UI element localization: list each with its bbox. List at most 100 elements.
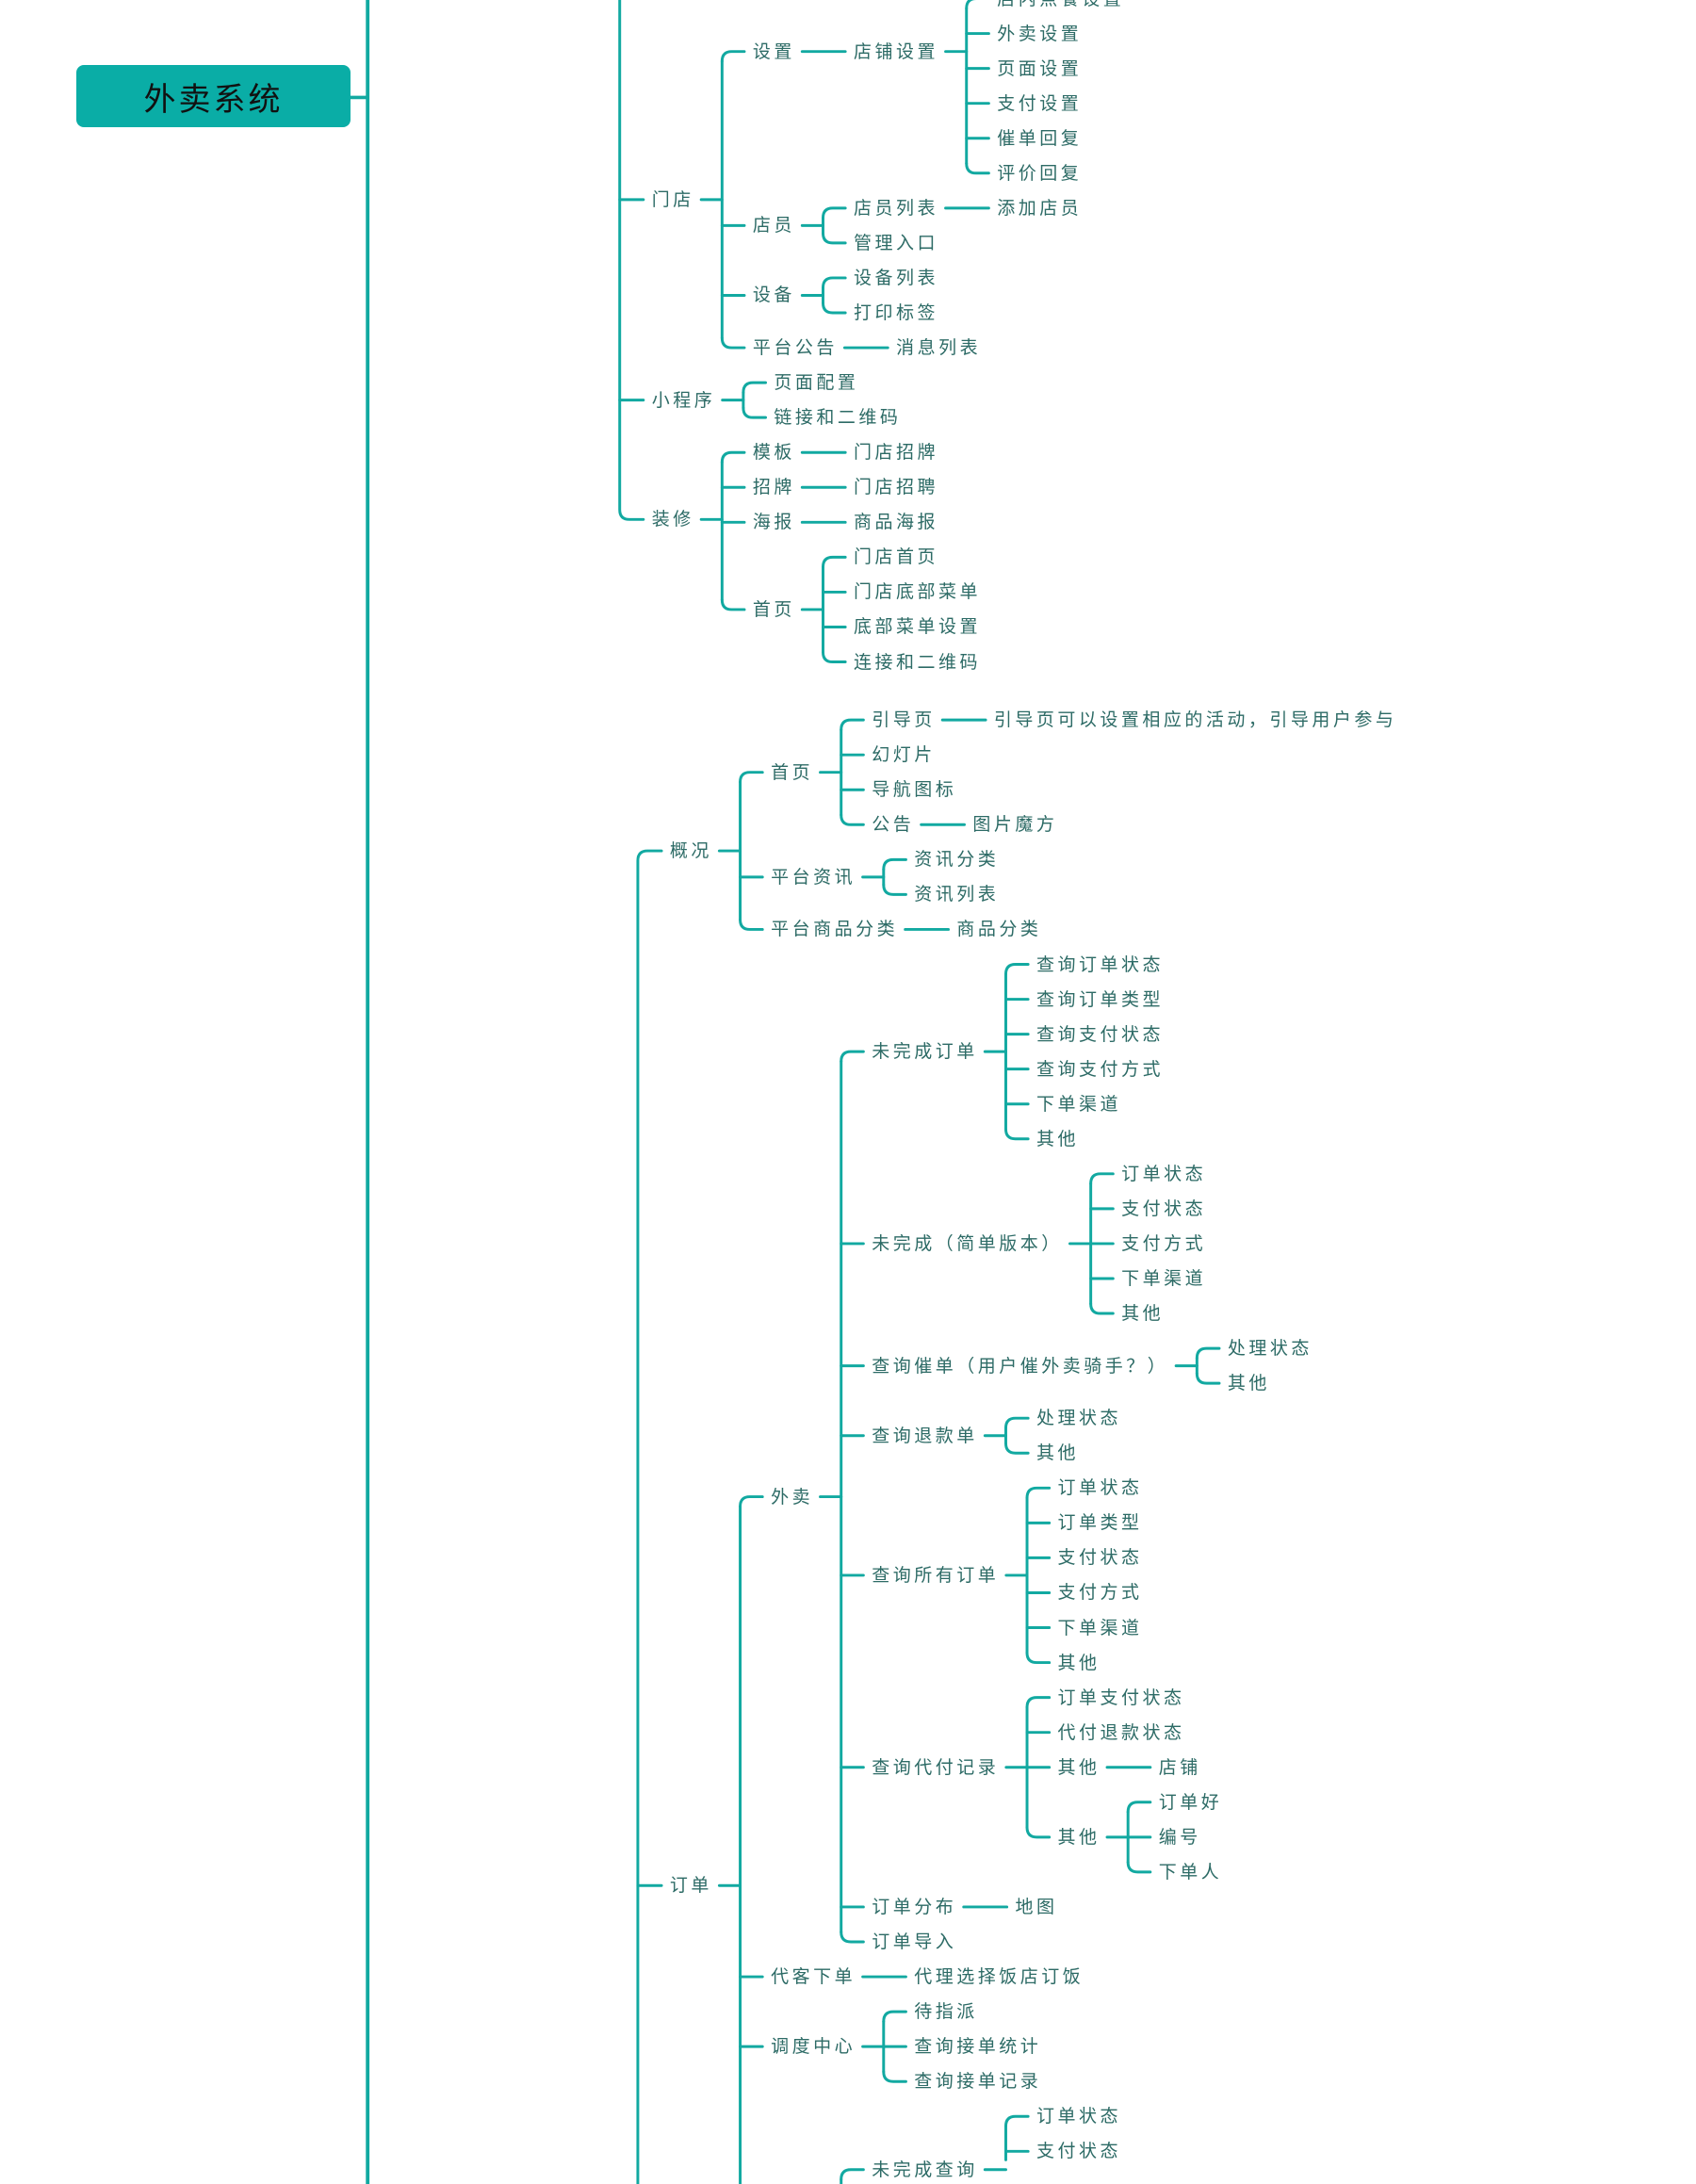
topic-node[interactable]: 门店 [651, 188, 694, 210]
leaf-node[interactable]: 页面配置 [774, 372, 859, 394]
leaf-node[interactable]: 代理选择饭店订饭 [914, 1966, 1084, 1988]
leaf-node[interactable]: 查询订单类型 [1036, 988, 1165, 1010]
leaf-node[interactable]: 商品海报 [854, 512, 939, 533]
leaf-node[interactable]: 查询接单统计 [914, 2036, 1042, 2058]
leaf-node[interactable]: 支付方式 [1121, 1232, 1207, 1254]
leaf-node[interactable]: 订单状态 [1121, 1163, 1207, 1184]
topic-node[interactable]: 查询退款单 [872, 1425, 978, 1446]
root-node[interactable]: 外卖系统 [76, 65, 351, 127]
leaf-node[interactable]: 其他 [1057, 1652, 1101, 1673]
topic-node[interactable]: 店员 [752, 215, 795, 236]
leaf-node[interactable]: 下单渠道 [1121, 1267, 1207, 1289]
leaf-node[interactable]: 查询接单记录 [914, 2071, 1042, 2093]
topic-node[interactable]: 订单 [669, 1875, 712, 1897]
leaf-node[interactable]: 支付状态 [1036, 2141, 1122, 2162]
topic-node[interactable]: 公告 [872, 814, 915, 836]
leaf-node[interactable]: 商品分类 [956, 919, 1042, 940]
leaf-node[interactable]: 资讯分类 [914, 849, 1000, 871]
connector-line [1025, 1826, 1052, 1839]
topic-node[interactable]: 平台商品分类 [771, 919, 899, 940]
leaf-node[interactable]: 门店招牌 [854, 442, 939, 464]
leaf-node[interactable]: 支付状态 [1121, 1198, 1207, 1219]
leaf-node[interactable]: 连接和二维码 [854, 651, 982, 673]
leaf-node[interactable]: 查询订单状态 [1036, 953, 1165, 975]
topic-node[interactable]: 首页 [752, 598, 795, 620]
leaf-node[interactable]: 下单渠道 [1057, 1617, 1143, 1638]
topic-node[interactable]: 未完成订单 [872, 1041, 978, 1063]
topic-node[interactable]: 代客下单 [771, 1966, 856, 1988]
leaf-node[interactable]: 评价回复 [997, 162, 1083, 184]
leaf-node[interactable]: 其他 [1036, 1128, 1080, 1149]
leaf-node[interactable]: 门店招聘 [854, 477, 939, 498]
leaf-node[interactable]: 待指派 [914, 2001, 978, 2023]
leaf-node[interactable]: 下单渠道 [1036, 1093, 1122, 1115]
topic-node[interactable]: 未完成查询 [872, 2159, 978, 2180]
leaf-node[interactable]: 其他 [1036, 1442, 1080, 1464]
leaf-node[interactable]: 设备列表 [854, 267, 939, 288]
leaf-node[interactable]: 门店底部菜单 [854, 581, 982, 603]
topic-node[interactable]: 查询所有订单 [872, 1564, 1000, 1586]
leaf-node[interactable]: 消息列表 [896, 337, 982, 359]
leaf-node[interactable]: 打印标签 [854, 302, 939, 323]
topic-node[interactable]: 平台资讯 [771, 866, 856, 888]
leaf-node[interactable]: 管理入口 [854, 232, 939, 253]
topic-node[interactable]: 其他 [1057, 1826, 1101, 1848]
leaf-node[interactable]: 订单状态 [1057, 1477, 1143, 1499]
leaf-node[interactable]: 订单好 [1158, 1791, 1223, 1813]
leaf-node[interactable]: 订单支付状态 [1057, 1687, 1185, 1708]
leaf-node[interactable]: 订单导入 [872, 1931, 957, 1952]
leaf-node[interactable]: 门店首页 [854, 546, 939, 568]
leaf-node[interactable]: 处理状态 [1227, 1338, 1313, 1360]
connector-line [1004, 1127, 1030, 1141]
leaf-node[interactable]: 支付设置 [997, 92, 1083, 114]
leaf-node[interactable]: 代付退款状态 [1057, 1721, 1185, 1743]
leaf-node[interactable]: 底部菜单设置 [854, 616, 982, 638]
leaf-node[interactable]: 导航图标 [872, 779, 957, 801]
leaf-node[interactable]: 图片魔方 [972, 814, 1058, 836]
leaf-node[interactable]: 支付方式 [1057, 1582, 1143, 1604]
leaf-node[interactable]: 店内点餐设置 [997, 0, 1124, 11]
topic-node[interactable]: 模板 [752, 442, 795, 464]
topic-node[interactable]: 店员列表 [854, 197, 939, 219]
leaf-node[interactable]: 订单类型 [1057, 1512, 1143, 1534]
topic-node[interactable]: 未完成（简单版本） [872, 1232, 1063, 1254]
topic-node[interactable]: 调度中心 [771, 2036, 856, 2058]
leaf-node[interactable]: 订单状态 [1036, 2106, 1122, 2127]
leaf-node[interactable]: 查询支付方式 [1036, 1058, 1165, 1080]
topic-node[interactable]: 查询催单（用户催外卖骑手？） [872, 1355, 1169, 1377]
leaf-node[interactable]: 查询支付状态 [1036, 1023, 1165, 1045]
leaf-node[interactable]: 引导页可以设置相应的活动，引导用户参与 [993, 709, 1397, 731]
topic-node[interactable]: 概况 [669, 840, 712, 862]
leaf-node[interactable]: 下单人 [1158, 1861, 1223, 1882]
topic-node[interactable]: 设置 [752, 41, 795, 62]
topic-node[interactable]: 小程序 [651, 389, 716, 411]
leaf-node[interactable]: 链接和二维码 [774, 407, 902, 429]
topic-node[interactable]: 引导页 [872, 709, 936, 731]
topic-node[interactable]: 外卖 [771, 1486, 814, 1508]
leaf-node[interactable]: 店铺 [1158, 1756, 1201, 1778]
leaf-node[interactable]: 幻灯片 [872, 744, 936, 766]
leaf-node[interactable]: 其他 [1121, 1303, 1165, 1325]
topic-node[interactable]: 平台公告 [752, 337, 838, 359]
topic-node[interactable]: 查询代付记录 [872, 1756, 1000, 1778]
leaf-node[interactable]: 其他 [1227, 1373, 1270, 1394]
leaf-node[interactable]: 添加店员 [997, 197, 1083, 219]
topic-node[interactable]: 海报 [752, 512, 795, 533]
connector-line [739, 918, 764, 931]
leaf-node[interactable]: 支付状态 [1057, 1547, 1143, 1569]
topic-node[interactable]: 店铺设置 [854, 41, 939, 62]
leaf-node[interactable]: 编号 [1158, 1826, 1201, 1848]
topic-node[interactable]: 招牌 [752, 477, 795, 498]
topic-node[interactable]: 装修 [651, 509, 694, 530]
leaf-node[interactable]: 催单回复 [997, 127, 1083, 149]
leaf-node[interactable]: 资讯列表 [914, 884, 1000, 905]
leaf-node[interactable]: 处理状态 [1036, 1408, 1122, 1429]
leaf-node[interactable]: 地图 [1015, 1896, 1058, 1917]
topic-node[interactable]: 其他 [1057, 1756, 1101, 1778]
topic-node[interactable]: 首页 [771, 761, 814, 783]
connector-line [882, 2010, 907, 2023]
topic-node[interactable]: 订单分布 [872, 1896, 957, 1917]
leaf-node[interactable]: 页面设置 [997, 57, 1083, 79]
leaf-node[interactable]: 外卖设置 [997, 23, 1083, 44]
topic-node[interactable]: 设备 [752, 285, 795, 306]
